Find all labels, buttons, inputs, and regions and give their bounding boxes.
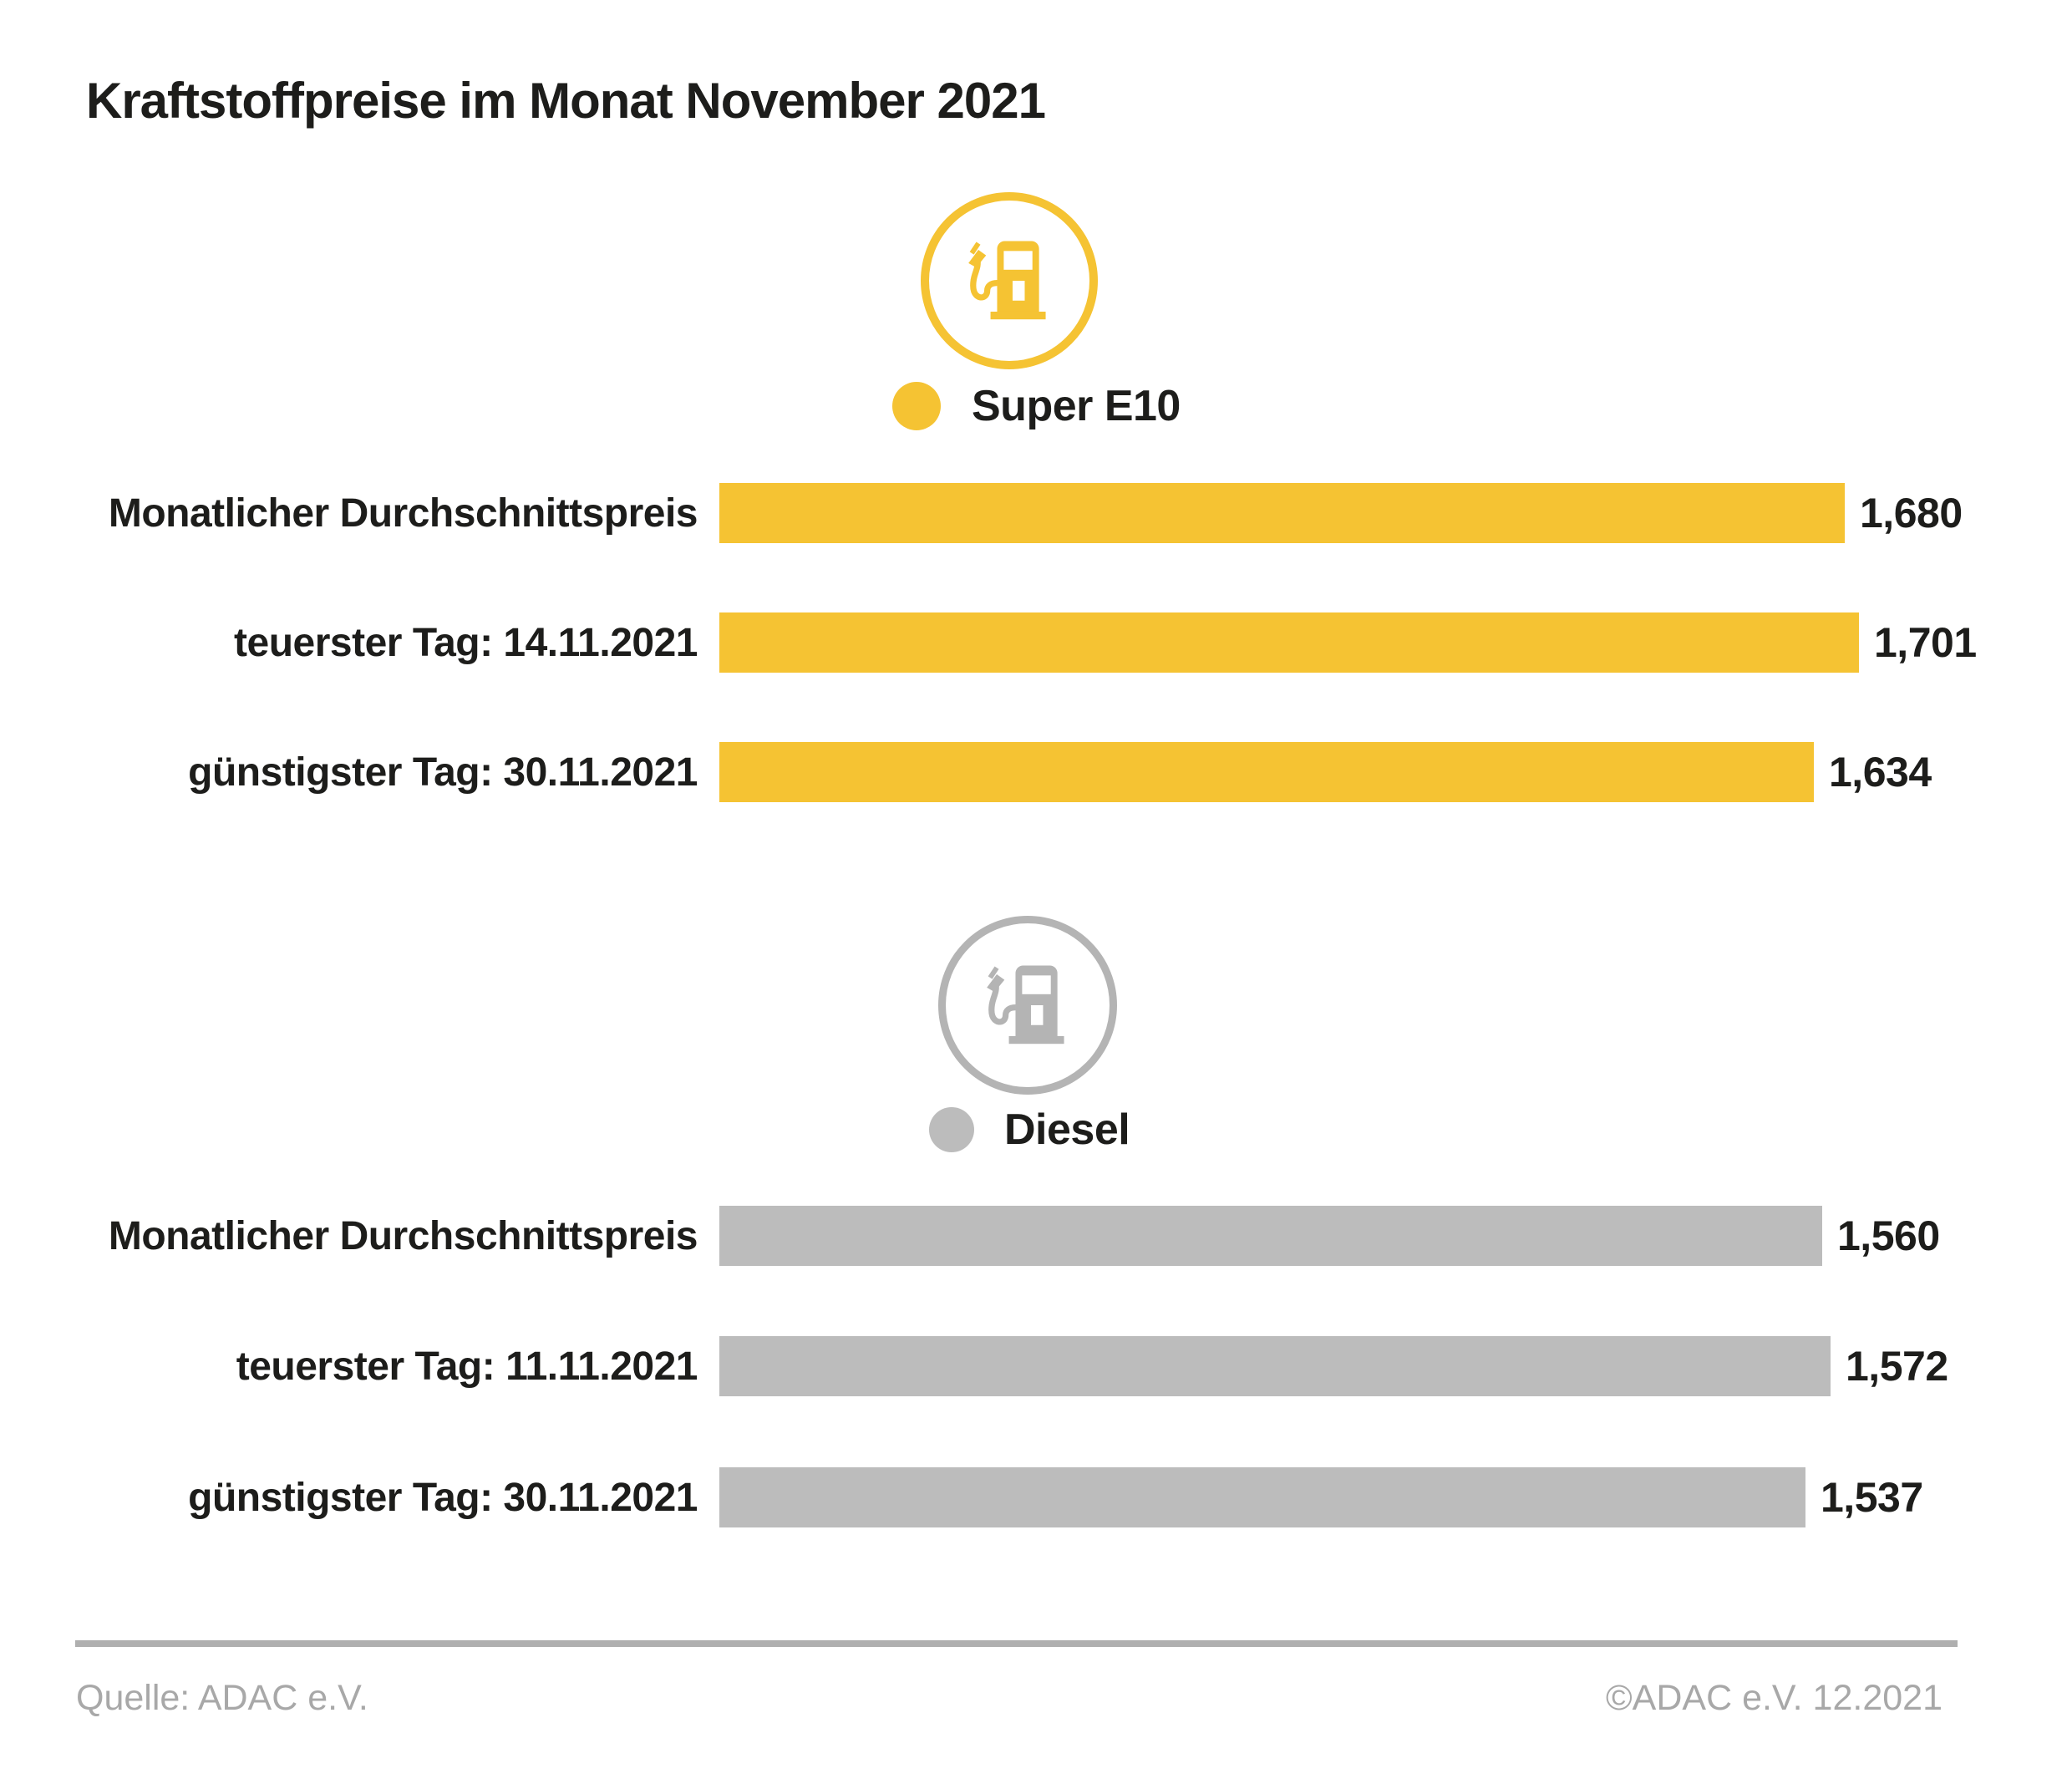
bar-super-max <box>719 612 1859 673</box>
bar-diesel-average <box>719 1206 1822 1266</box>
bar-super-min <box>719 742 1814 802</box>
super-e10-badge <box>921 192 1098 369</box>
bar-label: teuerster Tag: 14.11.2021 <box>234 620 698 665</box>
bar-row-super-min: günstigster Tag: 30.11.2021 1,634 <box>0 742 2072 802</box>
legend-super-e10: Super E10 <box>892 381 1181 431</box>
footer-divider <box>75 1640 1958 1647</box>
bar-value: 1,560 <box>1837 1212 1940 1259</box>
bar-label: teuerster Tag: 11.11.2021 <box>236 1344 698 1389</box>
bar-value: 1,634 <box>1829 749 1932 795</box>
bar-row-diesel-min: günstigster Tag: 30.11.2021 1,537 <box>0 1467 2072 1527</box>
bar-label: Monatlicher Durchschnittspreis <box>108 490 698 536</box>
bar-label: günstigster Tag: 30.11.2021 <box>188 1475 698 1520</box>
bar-row-super-average: Monatlicher Durchschnittspreis 1,680 <box>0 483 2072 543</box>
bar-value: 1,701 <box>1874 619 1977 666</box>
bar-diesel-min <box>719 1467 1805 1527</box>
bar-value: 1,537 <box>1821 1474 1923 1521</box>
bar-row-diesel-max: teuerster Tag: 11.11.2021 1,572 <box>0 1336 2072 1396</box>
bar-value: 1,680 <box>1860 490 1963 536</box>
bar-label: Monatlicher Durchschnittspreis <box>108 1213 698 1258</box>
source-note: Quelle: ADAC e.V. <box>76 1678 368 1718</box>
bar-diesel-max <box>719 1336 1831 1396</box>
bar-row-diesel-average: Monatlicher Durchschnittspreis 1,560 <box>0 1206 2072 1266</box>
legend-diesel: Diesel <box>929 1105 1130 1155</box>
diesel-badge <box>938 916 1117 1095</box>
fuel-pump-icon <box>954 226 1064 336</box>
bar-super-average <box>719 483 1845 543</box>
copyright-note: ©ADAC e.V. 12.2021 <box>1605 1678 1942 1718</box>
bar-value: 1,572 <box>1846 1343 1948 1390</box>
super-e10-dot-icon <box>892 382 941 430</box>
bar-row-super-max: teuerster Tag: 14.11.2021 1,701 <box>0 612 2072 673</box>
legend-label-diesel: Diesel <box>1004 1105 1130 1154</box>
bar-label: günstigster Tag: 30.11.2021 <box>188 750 698 795</box>
fuel-pump-icon <box>973 950 1083 1060</box>
legend-label-super-e10: Super E10 <box>972 382 1181 430</box>
diesel-dot-icon <box>929 1107 974 1152</box>
chart-title: Kraftstoffpreise im Monat November 2021 <box>86 73 1046 129</box>
